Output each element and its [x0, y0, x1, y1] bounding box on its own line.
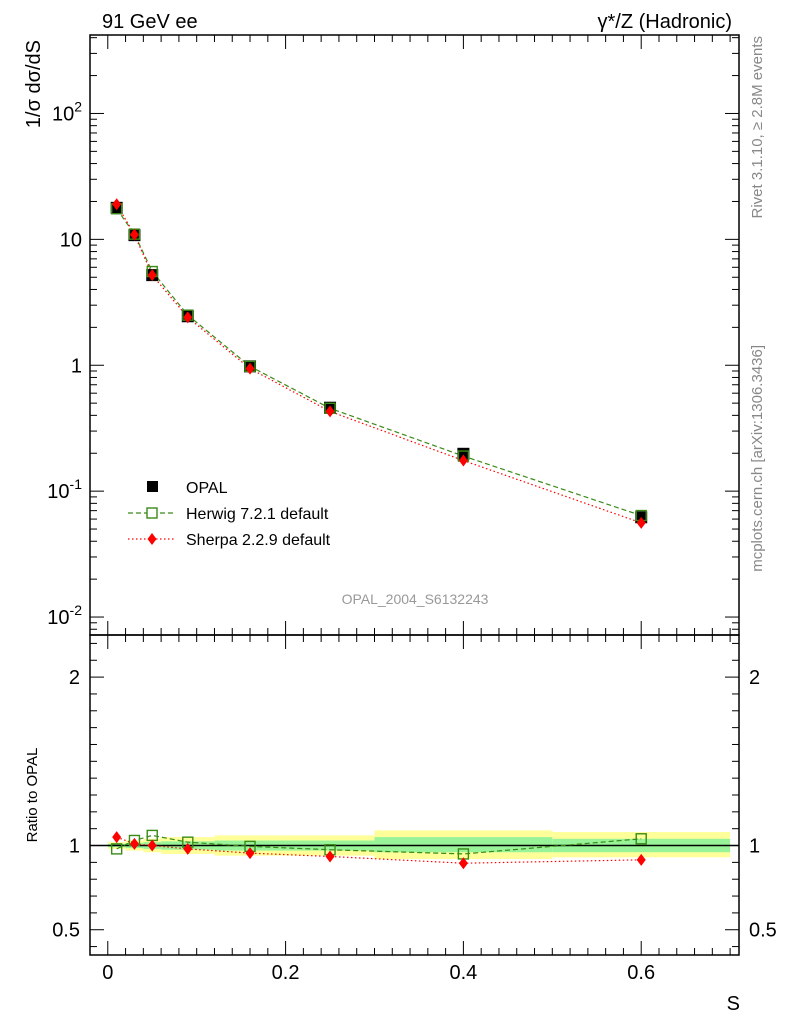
ratio-sherpa-point [112, 831, 122, 844]
sherpa-point [183, 311, 193, 324]
ratio-xtick-label: 0 [102, 962, 113, 984]
ratio-sherpa-point [458, 857, 468, 870]
ratio-ytick-label-left: 2 [69, 667, 80, 689]
ratio-sherpa-point [129, 837, 139, 850]
main-ytick-exponent: 2 [74, 98, 82, 114]
energy-label: 91 GeV ee [102, 11, 198, 33]
main-ytick-label: 1 [71, 355, 82, 377]
ratio-ytick-label-left: 0.5 [52, 920, 80, 942]
ratio-herwig-point [110, 843, 123, 855]
main-ytick-label: 10 [60, 229, 82, 251]
ratio-sherpa-point [245, 847, 255, 860]
ratio-herwig-line [116, 834, 642, 855]
herwig-line [116, 208, 642, 517]
watermark-label: OPAL_2004_S6132243 [342, 591, 489, 607]
ratio-xtick-label: 0.4 [449, 962, 477, 984]
legend-herwig-label: Herwig 7.2.1 default [186, 506, 329, 523]
ratio-xtick-label: 0.6 [627, 962, 655, 984]
ratio-ytick-label-right: 1 [749, 836, 760, 858]
legend-sherpa-label: Sherpa 2.2.9 default [186, 532, 331, 549]
main-ytick-exponent: -1 [70, 476, 83, 492]
legend-herwig-marker [146, 507, 158, 519]
legend-opal-marker [147, 481, 158, 492]
main-axis-ticks: 10-2 10-1 1 10 102 [47, 35, 739, 635]
main-ytick-label: 10-1 [47, 476, 82, 503]
sherpa-point [129, 228, 139, 241]
legend-opal-label: OPAL [186, 480, 228, 497]
mcplots-label: mcplots.cern.ch [arXiv:1306.3436] [749, 345, 766, 572]
ratio-sherpa-point [183, 842, 193, 855]
sherpa-point [245, 362, 255, 375]
main-data-marks [110, 198, 648, 529]
legend-sherpa-marker [147, 533, 157, 545]
ratio-axis-ticks: 0.5 0.5 1 1 2 2 0 0.2 0.4 0.6 [52, 635, 777, 984]
ratio-sherpa-point [636, 853, 646, 866]
ratio-data-marks [90, 829, 739, 870]
legend: OPAL Herwig 7.2.1 default Sherpa 2.2.9 d… [128, 480, 331, 549]
sherpa-point [147, 269, 157, 282]
ratio-xtick-label: 0.2 [272, 962, 300, 984]
ratio-band-green [374, 837, 553, 853]
ratio-xlabel: S [727, 993, 740, 1015]
sherpa-point [458, 454, 468, 467]
sherpa-point [112, 198, 122, 211]
ratio-ytick-label-left: 1 [69, 836, 80, 858]
ratio-panel: 0.5 0.5 1 1 2 2 0 0.2 0.4 0.6 Ratio to OPAL S [24, 634, 777, 1015]
ratio-herwig-point [635, 833, 647, 845]
sherpa-point [325, 405, 335, 418]
main-panel: 10-2 10-1 1 10 102 1/σ dσ/dS OPAL_2004_S6132… [23, 34, 740, 636]
main-ytick-exponent: -2 [70, 602, 83, 618]
ratio-sherpa-point [325, 850, 335, 863]
main-ytick-label: 10-2 [47, 602, 82, 629]
ratio-ytick-label-right: 2 [749, 667, 760, 689]
sherpa-line [116, 203, 642, 524]
ratio-sherpa-point [147, 839, 157, 852]
process-label: γ*/Z (Hadronic) [598, 11, 732, 33]
main-ytick-label: 102 [52, 98, 82, 125]
ratio-ytick-label-right: 0.5 [749, 920, 777, 942]
sherpa-point [636, 516, 646, 529]
main-ylabel: 1/σ dσ/dS [23, 40, 45, 128]
ratio-ylabel: Ratio to OPAL [24, 748, 41, 843]
ratio-frame [89, 634, 740, 956]
rivet-label: Rivet 3.1.10, ≥ 2.8M events [749, 36, 766, 219]
